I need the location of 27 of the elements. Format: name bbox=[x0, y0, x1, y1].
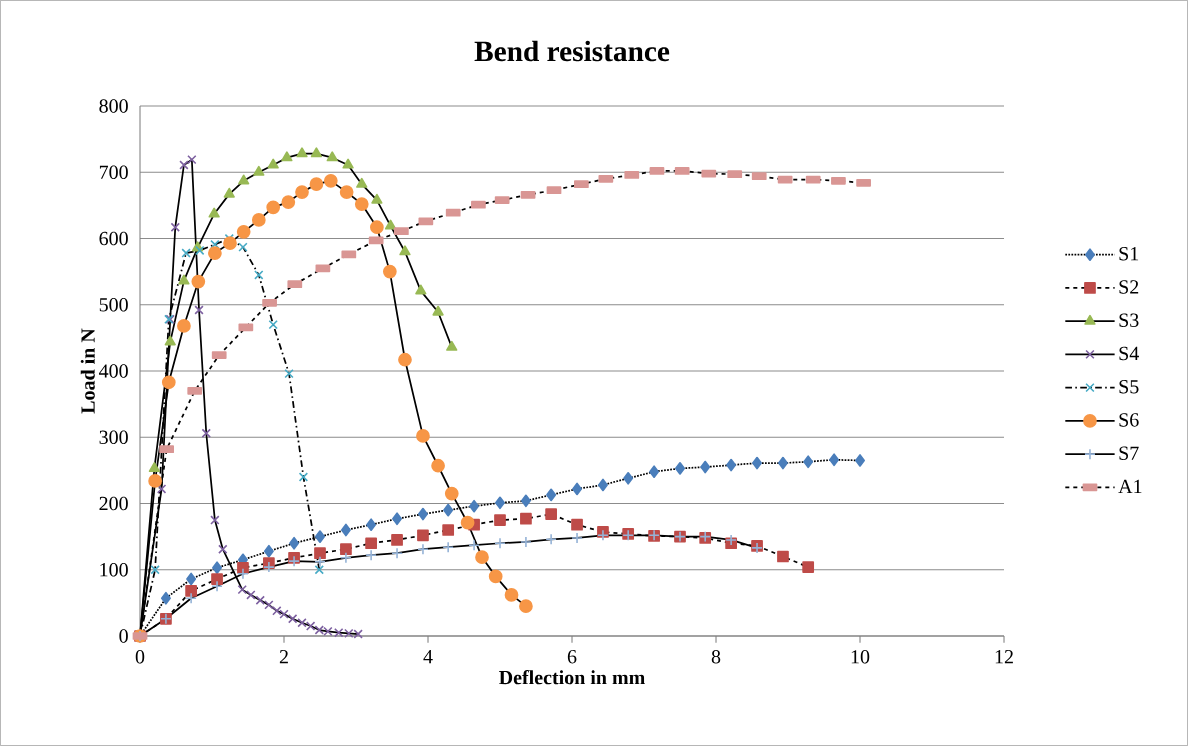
y-tick-label: 600 bbox=[99, 231, 128, 246]
legend-label: S2 bbox=[1119, 280, 1139, 294]
y-tick-label: 400 bbox=[99, 364, 128, 378]
legend-label: S6 bbox=[1119, 413, 1139, 427]
legend-label: S4 bbox=[1119, 346, 1139, 361]
x-tick-label: 6 bbox=[567, 650, 577, 664]
legend-label: A1 bbox=[1118, 479, 1142, 493]
x-tick-label: 12 bbox=[995, 650, 1013, 664]
y-tick-label: 300 bbox=[99, 430, 128, 444]
legend-label: S7 bbox=[1119, 446, 1139, 460]
legend-label: S5 bbox=[1119, 380, 1139, 394]
y-tick-label: 200 bbox=[99, 496, 128, 511]
x-tick-label: 4 bbox=[423, 650, 433, 664]
y-tick-label: 700 bbox=[99, 165, 128, 179]
y-tick-label: 100 bbox=[100, 563, 128, 577]
x-tick-label: 10 bbox=[851, 650, 870, 664]
legend-label: S1 bbox=[1119, 247, 1139, 261]
x-tick-label: 8 bbox=[711, 650, 721, 664]
y-tick-label: 0 bbox=[119, 629, 128, 643]
x-tick-label: 0 bbox=[135, 650, 145, 664]
y-tick-label: 800 bbox=[99, 99, 128, 113]
y-axis-title: Load in N bbox=[80, 328, 95, 414]
legend-label: S3 bbox=[1119, 313, 1139, 327]
y-tick-label: 500 bbox=[99, 298, 128, 312]
x-tick-label: 2 bbox=[279, 650, 288, 664]
x-axis-title: Deflection in mm bbox=[499, 670, 645, 685]
chart-title: Bend resistance bbox=[474, 40, 670, 62]
